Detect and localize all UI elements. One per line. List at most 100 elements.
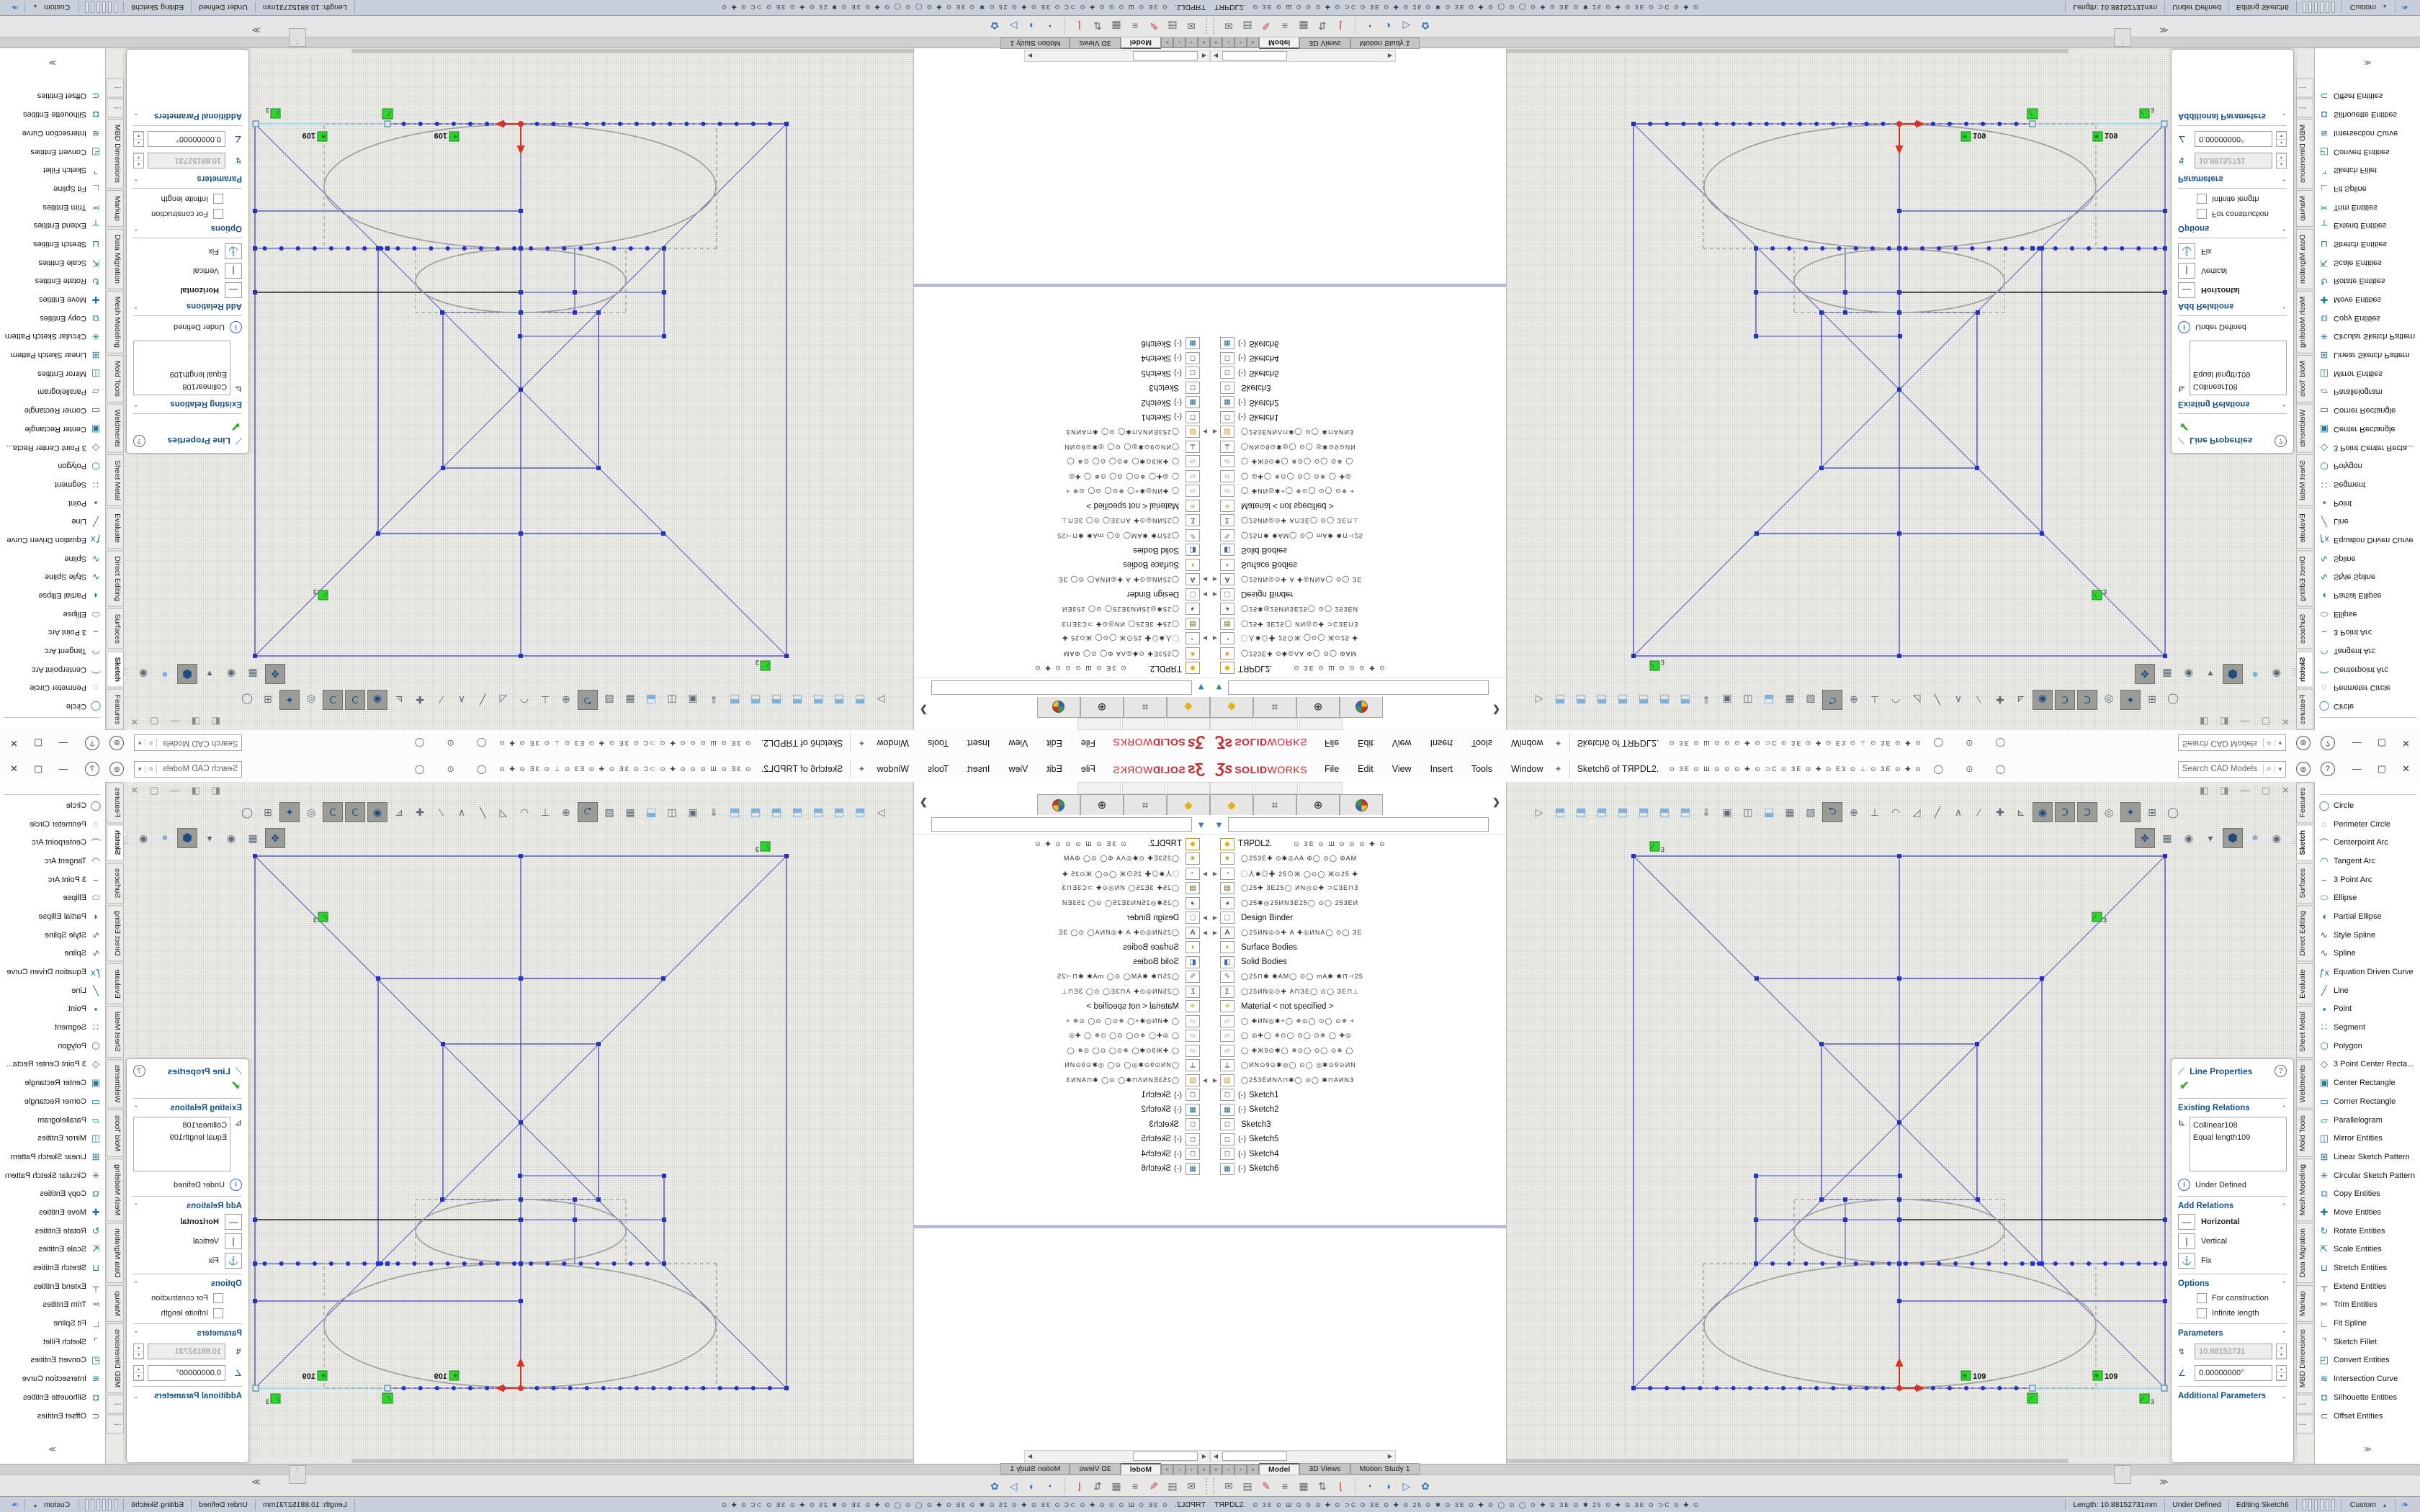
tab-nav-button[interactable]: «: [1210, 37, 1222, 48]
checkbox[interactable]: [2197, 209, 2207, 219]
sketch-tool-item[interactable]: ◘ Silhouette Entities: [0, 105, 105, 124]
tree-row[interactable]: ▱ ◯ ✚ИN◎✱+◯ ✵⊙◯ ⊙◯ ⊙✵ +: [1210, 484, 1506, 499]
toolbar-overflow-chevron[interactable]: ≫: [251, 1477, 261, 1487]
display-tool[interactable]: ●: [2251, 832, 2259, 844]
sketch-tool-item[interactable]: ◖ Partial Ellipse: [2315, 907, 2420, 926]
parameters-header[interactable]: Parameters: [2178, 174, 2223, 183]
bottom-tool-icon[interactable]: ✎: [1262, 20, 1270, 32]
checkbox[interactable]: [2197, 1293, 2207, 1303]
commandmanager-tab[interactable]: MBD Dimensions: [2296, 119, 2313, 189]
mdi-button[interactable]: ◨: [2220, 785, 2229, 796]
sketch-tool-item[interactable]: ∿ Spline: [0, 945, 105, 963]
panel-splitter[interactable]: [1210, 284, 1506, 287]
toolbar-handle[interactable]: :: [289, 28, 306, 47]
sketch-tool-item[interactable]: ╱ Line: [0, 512, 105, 531]
tree-row[interactable]: ▦ (-) Sketch6: [914, 1161, 1210, 1176]
tree-row[interactable]: ⟂ ◯ИN⊙9⊙✱◎◯ ⊙◯ ◎✱⊙9⊙ИN: [1210, 439, 1506, 454]
commandmanager-tab[interactable]: Sketch: [2296, 651, 2313, 688]
account-icon[interactable]: ⊚: [2295, 762, 2311, 776]
tree-row[interactable]: ▶ ▢ Design Binder: [1210, 911, 1506, 926]
commandmanager-tab[interactable]: Direct Editing: [107, 550, 124, 607]
sketch-tool-item[interactable]: ✚ Move Entities: [2315, 290, 2420, 309]
commandmanager-tab[interactable]: Mesh Modeling: [107, 1158, 124, 1222]
tree-row[interactable]: ▦ (-) Sketch6: [1210, 1161, 1506, 1176]
parameters-header[interactable]: Parameters: [197, 174, 242, 183]
heads-up-tool[interactable]: ⮌: [1822, 802, 1842, 822]
restore-button[interactable]: ▢: [33, 763, 43, 774]
relation-button-icon[interactable]: —: [225, 1214, 242, 1230]
display-tool[interactable]: ▦: [2162, 832, 2172, 844]
minimize-button[interactable]: —: [58, 738, 68, 749]
heads-up-tool[interactable]: ▧: [1806, 806, 1816, 818]
expand-twisty[interactable]: ▶: [1212, 635, 1218, 642]
add-relation-row[interactable]: — Horizontal: [2178, 1214, 2287, 1230]
panel-help-icon[interactable]: ?: [133, 435, 145, 447]
sketch-tool-item[interactable]: ╱ Line: [0, 981, 105, 1000]
tree-row[interactable]: ◻ Sketch3: [1210, 380, 1506, 395]
sketch-tool-item[interactable]: ∟ Fit Spline: [2315, 179, 2420, 198]
bottom-tool-icon[interactable]: ▷: [1402, 20, 1411, 32]
sketch-tool-item[interactable]: ▪ Point: [2315, 1000, 2420, 1019]
tree-row[interactable]: ✎ ◯25⊓✱ ✱АМ◯ ⊙◯ mА✱ ✱⊓⊣25: [1210, 970, 1506, 985]
sketch-tool-item[interactable]: ⊔ Stretch Entities: [0, 1259, 105, 1277]
commandmanager-tab[interactable]: Evaluate: [107, 508, 124, 549]
add-relation-row[interactable]: ❘ Vertical: [133, 1233, 242, 1249]
bottom-tool-icon[interactable]: ⇅: [1318, 1480, 1327, 1492]
heads-up-tool[interactable]: ▷: [1535, 806, 1543, 818]
heads-up-tool[interactable]: ▣: [1722, 806, 1732, 818]
bottom-tool-icon[interactable]: ≡: [1281, 20, 1289, 32]
commandmanager-tab[interactable]: Weldments: [107, 1058, 124, 1109]
minimize-button[interactable]: —: [2352, 738, 2362, 749]
tree-row[interactable]: ▶ ▢ Design Binder: [1210, 587, 1506, 602]
mdi-button[interactable]: ▢: [2261, 785, 2270, 796]
menu-item[interactable]: Insert: [1430, 738, 1453, 748]
relation-button-icon[interactable]: ⚓: [2178, 243, 2195, 259]
heads-up-tool[interactable]: ◎: [2104, 806, 2114, 818]
display-tool[interactable]: ✥: [2135, 828, 2155, 848]
tree-row[interactable]: ⟂ ◯ИN⊙9⊙✱◎◯ ⊙◯ ◎✱⊙9⊙ИN: [914, 1058, 1210, 1074]
panel-horizontal-scrollbar[interactable]: ◀ ▶: [1210, 50, 1396, 62]
toolbar-overflow-chevron[interactable]: ≫: [2159, 25, 2169, 35]
add-relation-row[interactable]: ⚓ Fix: [133, 243, 242, 259]
commandmanager-tab[interactable]: ⋮: [2296, 1415, 2313, 1434]
tree-row[interactable]: ≡ Material < not specified >: [914, 498, 1210, 513]
checkbox[interactable]: [213, 1308, 223, 1318]
pin-icon[interactable]: ✦: [858, 738, 866, 748]
collapse-icon[interactable]: ⌃: [2281, 225, 2287, 233]
heads-up-tool[interactable]: ⬒: [1617, 806, 1628, 819]
add-relation-row[interactable]: ⚓ Fix: [133, 1253, 242, 1269]
commandmanager-tab[interactable]: MBD Dimensions: [107, 1323, 124, 1393]
options-header[interactable]: Options: [210, 1279, 242, 1288]
sketch-tool-item[interactable]: ◘ Silhouette Entities: [2315, 105, 2420, 124]
checkbox[interactable]: [2197, 194, 2207, 204]
sketch-tool-item[interactable]: ◇ 3 Point Center Recta...: [2315, 438, 2420, 457]
commandmanager-tab[interactable]: Data Migration: [107, 1223, 124, 1284]
commandmanager-tab[interactable]: Mold Tools: [2296, 354, 2313, 402]
bottom-tool-icon[interactable]: ⇅: [1093, 20, 1102, 32]
status-tag-icon[interactable]: ❧: [4, 1499, 25, 1511]
panel-tab[interactable]: ⊕: [1296, 794, 1340, 815]
sketch-tool-item[interactable]: ◯ Circle: [2315, 796, 2420, 815]
bottom-tool-icon[interactable]: ⌊: [1339, 20, 1343, 32]
sketch-tool-item[interactable]: ⬡ Polygon: [2315, 456, 2420, 475]
length-input[interactable]: 10.88152731: [148, 153, 225, 168]
heads-up-tool[interactable]: ◉: [2033, 802, 2053, 822]
option-checkbox-row[interactable]: Infinite length: [133, 1308, 223, 1318]
tree-root-row[interactable]: ◆ TЯPDL2. ⊙ ЗЕ ⊙ Ш ⊙ ⊙ ⊙ ✚ ⊙: [1210, 661, 1506, 676]
panel-tab[interactable]: ⌗: [1124, 697, 1167, 718]
sketch-tool-item[interactable]: ✂ Trim Entities: [2315, 1296, 2420, 1315]
expand-twisty[interactable]: ▶: [1202, 576, 1208, 583]
relation-button-icon[interactable]: ⚓: [2178, 1253, 2195, 1269]
sketch-tool-item[interactable]: ╱ Line: [2315, 981, 2420, 1000]
heads-up-tool[interactable]: ⊕: [1850, 806, 1858, 818]
menu-item[interactable]: Edit: [1047, 738, 1062, 748]
menu-item[interactable]: Tools: [1471, 764, 1493, 774]
commandmanager-tab[interactable]: Features: [107, 688, 124, 730]
sketch-tool-item[interactable]: ◰ Convert Entities: [0, 143, 105, 161]
pin-icon[interactable]: ✦: [1554, 764, 1562, 774]
tree-row[interactable]: ◻ (-) Sketch5: [914, 1132, 1210, 1147]
sketch-canvas[interactable]: ∕ 3 ∕ 3 ≡ 109: [1507, 782, 2298, 1464]
tab-nav-button[interactable]: »: [1247, 1464, 1259, 1475]
menu-item[interactable]: Edit: [1047, 764, 1062, 774]
existing-relations-header[interactable]: Existing Relations: [170, 1104, 242, 1112]
